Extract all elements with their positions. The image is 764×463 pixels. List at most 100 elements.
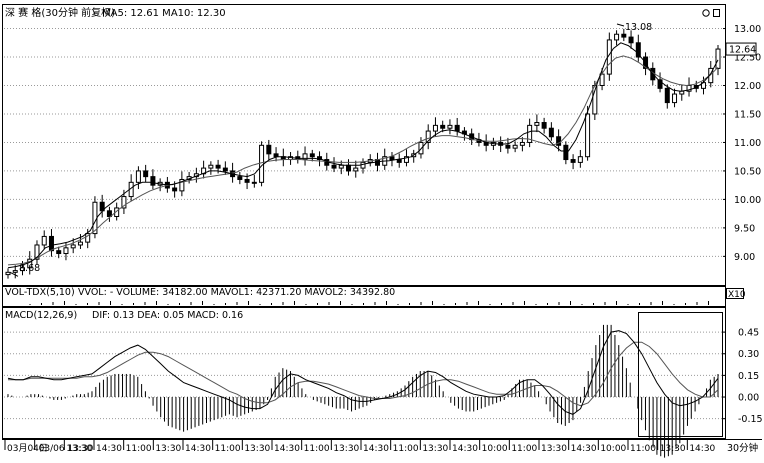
candle-body [172,187,178,192]
time-tick-label: 10:00 [482,444,508,454]
candle-body [570,159,576,163]
price-panel-frame [2,4,726,286]
time-tick-label: 11:00 [393,444,419,454]
candle-body [664,87,670,104]
high-annotation-label: 13.08 [625,22,652,33]
time-tick-label: 13:30 [155,444,181,454]
macd-tick-label: -0.15 [738,414,763,425]
candle-body [360,161,366,169]
candle-body [5,271,11,276]
candle-body [266,144,272,155]
candle-body [208,164,214,169]
candle-body [403,156,409,163]
price-tick-label: 11.00 [734,138,761,149]
macd-title: MACD(12,26,9) [5,310,77,321]
candle-body [657,79,663,89]
maximize-icon[interactable] [713,9,720,17]
time-tick-label: 14:30 [185,444,211,454]
volume-title: VOL-TDX(5,10) [5,287,75,298]
candle-body [672,93,678,104]
candle-body [563,144,569,161]
candle-body [114,207,120,218]
candle-body [715,48,721,69]
time-tick-label: 13:30 [244,444,270,454]
candle-body [259,144,265,183]
ma-legend: MA5: 12.61 MA10: 12.30 [102,8,226,19]
price-tick-label: 12.00 [734,81,761,92]
candle-body [70,244,76,249]
time-tick-label: 13:30 [660,444,686,454]
candle-body [56,250,62,255]
candle-body [19,267,25,272]
selection-box[interactable] [638,312,723,437]
macd-tick-label: 0.30 [738,349,759,360]
time-tick-label: 14:30 [689,444,715,454]
moving-average-lines [7,42,719,269]
time-tick-label: 11:00 [126,444,152,454]
price-tick-label: 10.00 [734,195,761,206]
candles [5,28,721,279]
price-axis: 13.00 12.50 12.00 11.50 11.00 10.50 10.00 9.50 9… [723,24,761,263]
dif-line [7,330,719,415]
time-tick-label: 03月04日 [7,443,48,454]
candle-body [34,244,40,260]
candle-body [309,153,315,158]
price-grid [4,28,725,257]
macd-panel-frame [2,307,726,439]
candle-body [222,167,228,172]
volume-scale-label: X10 [728,290,746,300]
volume-panel-frame [2,286,726,307]
time-tick-label: 11:00 [511,444,537,454]
volume-legend: VVOL: - VOLUME: 34182.00 MAVOL1: 42371.2… [78,287,395,298]
candle-body [396,159,402,163]
candle-body [534,122,540,126]
candle-body [541,122,547,129]
candle-body [527,124,533,143]
candle-body [585,113,591,158]
candle-body [346,164,352,172]
macd-grid [4,331,725,420]
time-tick-label: 14:30 [274,444,300,454]
candle-body [440,124,446,129]
candle-body [77,241,83,246]
candle-body [512,144,518,149]
dea-line [8,341,719,407]
price-tick-label: 10.50 [734,166,761,177]
last-price-label: 12.64 [729,45,756,56]
price-tick-label: 13.00 [734,24,761,35]
candle-body [63,247,69,255]
price-tick-label: 9.50 [734,223,755,234]
candle-body [237,176,243,180]
candle-body [331,164,337,169]
candle-body [143,170,149,178]
macd-tick-label: 0.45 [738,328,759,339]
last-price-box [725,42,757,56]
candle-body [628,36,634,44]
candle-body [121,196,127,209]
time-tick-label: 14:30 [363,444,389,454]
volume-scale-box [726,288,744,299]
candle-body [577,156,583,163]
candle-body [447,124,453,129]
candle-body [621,33,627,38]
candle-body [556,136,562,146]
time-tick-label: 14:30 [452,444,478,454]
time-tick-label: 11:00 [215,444,241,454]
price-tick-label: 11.50 [734,109,761,120]
chart-title: 深 赛 格(30分钟 前复权) [5,6,115,19]
candle-body [106,210,112,218]
low-annotation-pointer [9,271,19,277]
candle-body [251,181,257,184]
period-label: 30分钟 [727,442,758,454]
macd-lines [7,330,719,415]
candle-body [353,167,359,172]
price-tick-label: 12.50 [734,53,761,64]
time-tick-label: 10:00 [600,444,626,454]
price-annotations: 12.64 13.08 8.68 [9,22,757,277]
restore-icon[interactable] [702,9,710,17]
candle-body [48,235,54,252]
time-tick-label: 13:30 [422,444,448,454]
price-tick-label: 9.00 [734,252,755,263]
panel-control-icons[interactable] [702,9,720,17]
